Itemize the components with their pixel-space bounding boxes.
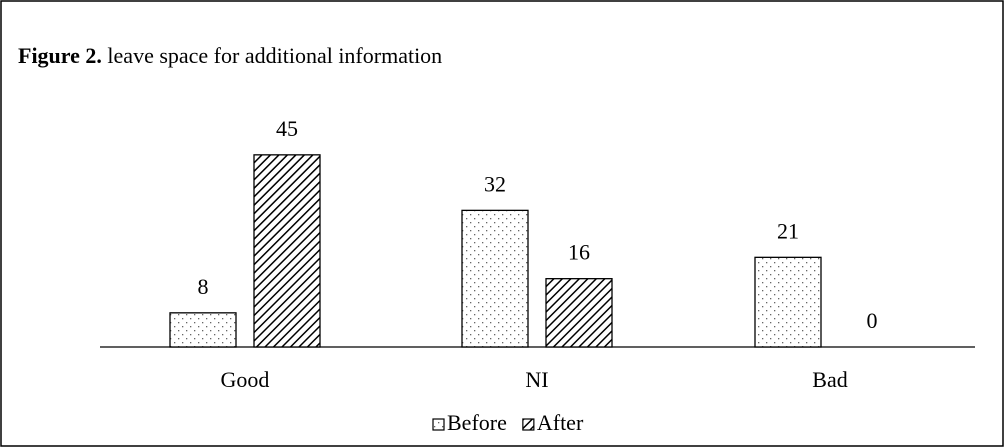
title-text: leave space for additional information	[107, 43, 442, 68]
bar	[461, 209, 529, 348]
legend-swatch	[522, 418, 535, 431]
legend-label: Before	[447, 410, 507, 435]
data-label: 8	[198, 274, 209, 299]
bar	[253, 154, 321, 348]
chart-title: Figure 2. leave space for additional inf…	[18, 43, 442, 68]
x-tick-label: Bad	[812, 367, 847, 392]
x-tick-label: NI	[525, 367, 548, 392]
bar	[545, 278, 613, 348]
bar	[169, 312, 237, 348]
title-label: Figure 2.	[18, 43, 102, 68]
legend-swatch	[432, 418, 445, 431]
x-tick-label: Good	[221, 367, 270, 392]
data-label: 32	[484, 171, 506, 196]
bar	[754, 256, 822, 348]
data-label: 0	[867, 308, 878, 333]
data-label: 16	[568, 240, 590, 265]
data-label: 21	[777, 218, 799, 243]
legend-label: After	[537, 410, 584, 435]
data-label: 45	[276, 116, 298, 141]
